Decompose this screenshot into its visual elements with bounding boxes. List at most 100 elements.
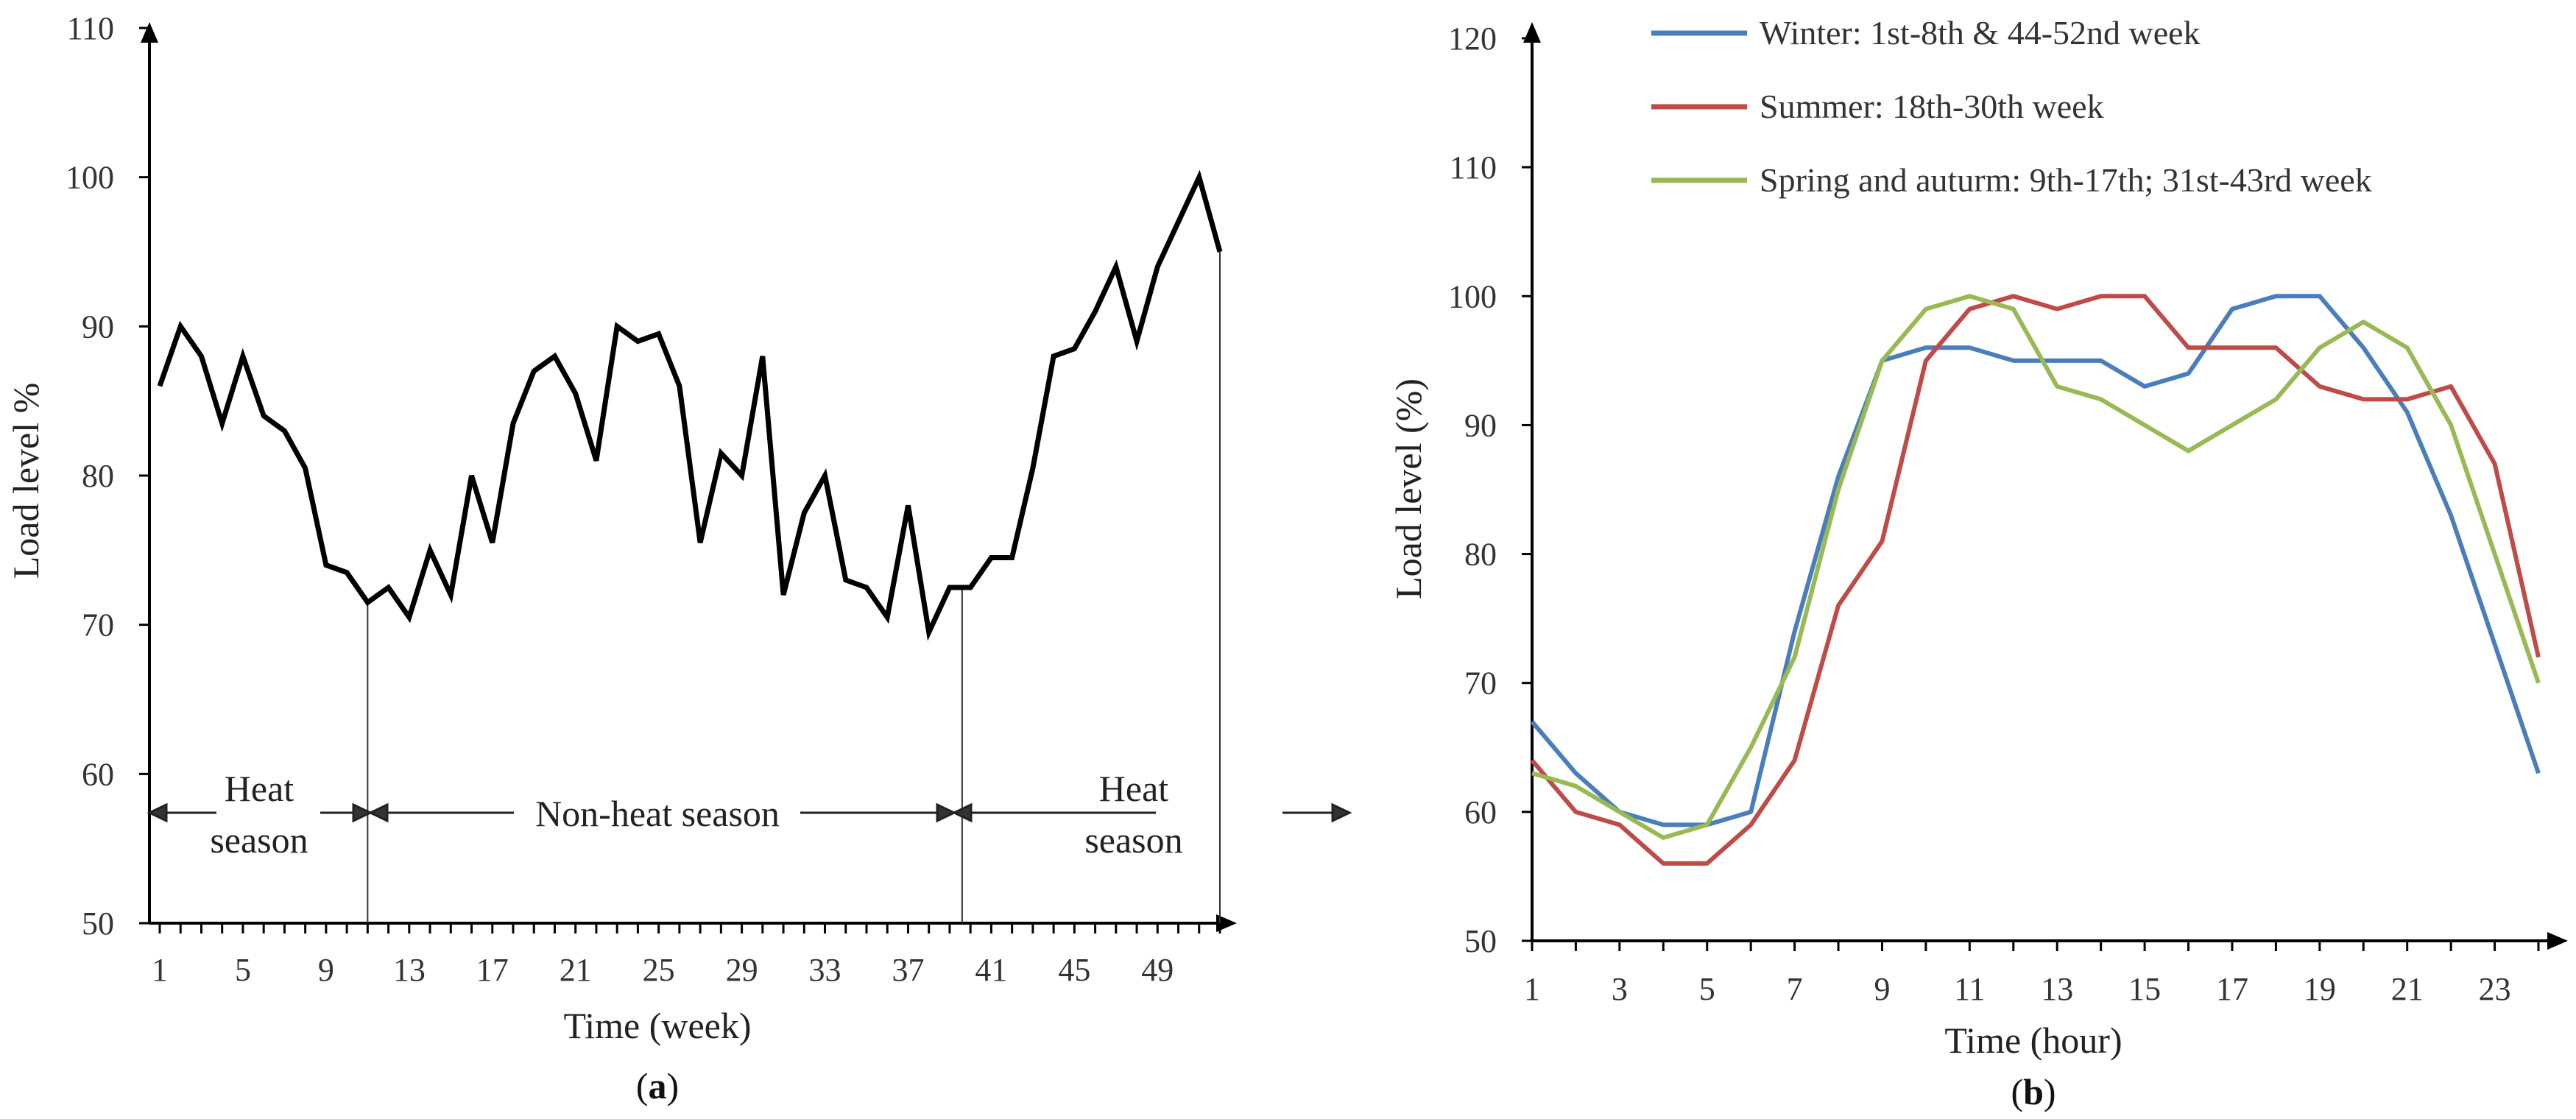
- panel-a-xtick-label: 41: [975, 952, 1007, 988]
- panel-a-data-point: [783, 594, 784, 596]
- panel-b-ytick-label: 110: [1450, 149, 1497, 186]
- panel-b-xtick-label: 23: [2479, 971, 2511, 1007]
- panel-b-xticks: 1 3 5 7 9 11 13 15 17 19 21 23: [1524, 941, 2540, 1007]
- panel-a-y-axis-title: Load level %: [5, 383, 46, 579]
- panel-a-ytick-label: 100: [66, 160, 114, 196]
- panel-a-data-point: [180, 325, 181, 327]
- panel-b-series-winter: [1530, 294, 2541, 827]
- legend-label-winter: Winter: 1st-8th & 44-52nd week: [1760, 14, 2201, 52]
- panel-a-xtick-label: 29: [726, 952, 758, 988]
- heat-season-2-arrow-right-head: [1331, 802, 1352, 823]
- panel-b-label: (b): [2011, 1071, 2055, 1112]
- panel-a-xtick-label: 13: [393, 952, 426, 988]
- panel-a-xtick-label: 21: [560, 952, 592, 988]
- panel-a-yticks: 50 60 70 80 90 100 110: [66, 10, 149, 942]
- panel-b-x-axis-title: Time (hour): [1944, 1020, 2122, 1061]
- panel-a-data-point: [803, 512, 805, 514]
- panel-a-x-axis-title: Time (week): [563, 1005, 751, 1046]
- panel-a-data-point: [575, 393, 576, 395]
- panel-a-data-point: [949, 587, 950, 588]
- panel-a-xtick-label: 25: [643, 952, 675, 988]
- panel-b-ytick-label: 100: [1448, 278, 1497, 314]
- panel-a-xtick-label: 1: [152, 952, 168, 988]
- panel-a-data-point: [658, 333, 660, 334]
- panel-a-label: (a): [636, 1065, 679, 1106]
- panel-b-xtick-label: 1: [1524, 971, 1540, 1007]
- panel-a-data-point: [970, 587, 971, 588]
- non-heat-arrow-left-head: [367, 802, 389, 823]
- panel-a-xtick-label: 49: [1141, 952, 1174, 988]
- heat-season-2-arrow-left-head: [951, 802, 973, 823]
- panel-a-data-point: [1073, 348, 1075, 350]
- panel-b-xtick-label: 7: [1787, 971, 1803, 1007]
- heat-season-2-label-line2: season: [1084, 819, 1182, 861]
- panel-a-xtick-label: 17: [476, 952, 509, 988]
- panel-b-ytick-label: 50: [1464, 923, 1497, 959]
- panel-a-data-point: [512, 423, 514, 424]
- panel-a-data-point: [305, 467, 306, 469]
- panel-a-ytick-label: 60: [82, 756, 114, 792]
- panel-b-ytick-label: 70: [1464, 666, 1497, 702]
- panel-a-data-point: [1115, 266, 1117, 267]
- panel-a-xtick-label: 33: [809, 952, 841, 988]
- panel-b-xtick-label: 19: [2304, 971, 2336, 1007]
- panel-a-ytick-label: 50: [82, 906, 114, 942]
- non-heat-arrow-right-head: [936, 802, 957, 823]
- heat-season-1-label-line1: Heat: [225, 768, 294, 809]
- panel-a-data-point: [429, 549, 431, 551]
- legend-label-summer: Summer: 18th-30th week: [1760, 88, 2104, 125]
- panel-b-xtick-label: 3: [1612, 971, 1628, 1007]
- panel-b-xtick-label: 17: [2216, 971, 2248, 1007]
- panel-b-xtick-label: 21: [2391, 971, 2424, 1007]
- panel-a-ytick-label: 70: [82, 607, 114, 643]
- panel-b-xtick-label: 15: [2128, 971, 2161, 1007]
- legend-label-spring-autumn: Spring and auturm: 9th-17th; 31st-43rd w…: [1760, 161, 2372, 199]
- panel-a-data-point: [367, 601, 368, 603]
- panel-a-data-point: [1219, 251, 1221, 253]
- panel-a-data-point: [886, 617, 888, 618]
- panel-b-ytick-label: 120: [1448, 21, 1497, 57]
- panel-a-ytick-label: 110: [67, 10, 114, 46]
- panel-b-xtick-label: 5: [1699, 971, 1715, 1007]
- panel-a-x-axis-arrow: [1216, 914, 1237, 932]
- panel-a: 50 60 70 80 90 100 110 1 5 9 13 17 21 25 29 33 37 41 45 49…: [5, 10, 1352, 1106]
- panel-b-x-axis-arrow: [2547, 932, 2568, 950]
- panel-a-y-axis-arrow: [141, 22, 158, 43]
- panel-b-ytick-label: 60: [1464, 794, 1497, 830]
- panel-b-xtick-label: 13: [2041, 971, 2073, 1007]
- non-heat-season-label: Non-heat season: [535, 793, 780, 834]
- panel-a-data-point: [845, 579, 847, 581]
- panel-a-xtick-label: 9: [318, 952, 334, 988]
- panel-a-data-point: [616, 325, 618, 327]
- panel-a-season-arrows: [147, 802, 1352, 823]
- panel-b-series-lines: [1530, 294, 2541, 866]
- panel-a-points: [159, 177, 1221, 633]
- panel-a-xtick-label: 37: [892, 952, 924, 988]
- panel-b-series-spring-autumn: [1531, 294, 2541, 840]
- heat-season-1-arrow-left-head: [147, 802, 168, 823]
- heat-season-1-label-line2: season: [210, 819, 308, 861]
- panel-a-ytick-label: 80: [82, 458, 114, 494]
- panel-b-y-axis-title: Load level (%): [1388, 378, 1429, 599]
- panel-a-data-point: [388, 587, 389, 588]
- panel-a-data-point: [1032, 467, 1034, 469]
- panel-a-data-point: [1157, 266, 1158, 267]
- panel-a-xtick-label: 45: [1058, 952, 1090, 988]
- panel-b-xtick-label: 11: [1954, 971, 1985, 1007]
- panel-b-legend: Winter: 1st-8th & 44-52nd week Summer: 1…: [1651, 14, 2372, 199]
- panel-b-y-axis-arrow: [1523, 22, 1541, 43]
- panel-a-data-point: [990, 557, 992, 558]
- panel-a-season-dividers: [367, 252, 1221, 923]
- panel-b-ytick-label: 90: [1464, 407, 1497, 443]
- panel-b-yticks: 50 60 70 80 90 100 110 120: [1448, 21, 1532, 959]
- heat-season-1-arrow-right-head: [352, 802, 373, 823]
- panel-b-series-summer: [1530, 294, 2541, 866]
- panel-b-ytick-label: 80: [1464, 537, 1497, 573]
- panel-a-xticks: 1 5 9 13 17 21 25 29 33 37 41 45 49: [152, 923, 1221, 988]
- panel-b-xtick-label: 9: [1874, 971, 1890, 1007]
- panel-a-ytick-label: 90: [82, 308, 114, 345]
- heat-season-2-label-line1: Heat: [1099, 768, 1168, 809]
- panel-a-series-weekly-load: [157, 169, 1223, 641]
